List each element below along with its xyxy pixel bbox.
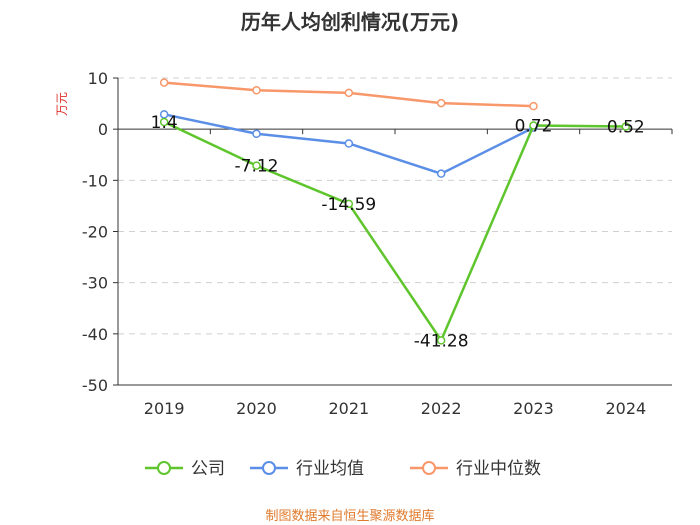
data-point: [436, 98, 446, 108]
data-point: [436, 336, 446, 345]
y-tick-label: -50: [82, 376, 108, 395]
y-tick-label: -30: [82, 274, 108, 293]
y-tick-label: -10: [82, 171, 108, 190]
data-label: 0.52: [607, 118, 645, 138]
y-tick-label: -40: [82, 325, 108, 344]
data-point: [621, 122, 631, 131]
data-point: [436, 169, 446, 178]
data-point: [344, 199, 354, 209]
series-line-0: [163, 120, 626, 342]
y-axis-label: 万元: [55, 92, 69, 116]
x-tick-label: 2019: [144, 399, 185, 418]
data-label: -14.59: [321, 195, 376, 215]
data-label: -7.12: [235, 157, 279, 177]
chart-title: 历年人均创利情况(万元): [241, 10, 459, 34]
x-tick-label: 2020: [236, 399, 277, 418]
data-point: [252, 161, 261, 170]
data-point: [159, 117, 169, 127]
data-point: [252, 129, 261, 139]
legend-label: 公司: [191, 459, 225, 479]
x-tick-label: 2023: [513, 399, 554, 418]
y-tick-label: 0: [98, 120, 108, 139]
data-point: [529, 121, 538, 130]
x-tick-label: 2021: [328, 399, 369, 418]
data-label: -41.28: [414, 331, 469, 351]
footer-source: 制图数据来自恒生聚源数据库: [265, 508, 434, 524]
legend-label: 行业中位数: [456, 459, 541, 479]
y-tick-label: 10: [88, 69, 108, 88]
data-label: 1.4: [151, 113, 178, 133]
data-point: [344, 88, 354, 98]
legend-marker: [422, 461, 436, 475]
x-tick-label: 2024: [605, 399, 646, 418]
data-point: [529, 101, 538, 111]
legend-marker: [157, 461, 171, 475]
y-tick-label: -20: [82, 223, 108, 242]
legend-marker: [262, 461, 276, 475]
data-point: [159, 78, 169, 87]
data-point: [252, 86, 261, 95]
x-tick-label: 2022: [421, 399, 462, 418]
data-point: [344, 139, 354, 148]
legend-label: 行业均值: [296, 459, 364, 479]
data-label: 0.72: [515, 116, 553, 136]
